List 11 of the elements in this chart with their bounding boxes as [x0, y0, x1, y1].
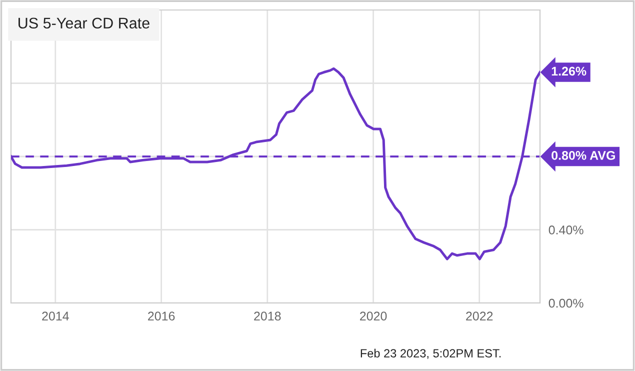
x-tick-label: 2020 — [360, 312, 387, 321]
ref-line-label: 0.80% AVG — [552, 151, 615, 160]
chart-title: US 5-Year CD Rate — [18, 18, 150, 29]
text: Feb 23 2023, 5:02PM EST. — [360, 348, 501, 359]
x-tick-label: 2016 — [148, 312, 175, 321]
annotation: 1.26% — [552, 66, 586, 76]
x-tick-label: 2014 — [42, 312, 69, 321]
x-tick-label: 2022 — [466, 312, 493, 321]
y-tick-label: 0.00% — [548, 298, 584, 308]
y-tick-label: 0.40% — [548, 226, 584, 234]
x-tick-label: 2018 — [254, 312, 281, 321]
